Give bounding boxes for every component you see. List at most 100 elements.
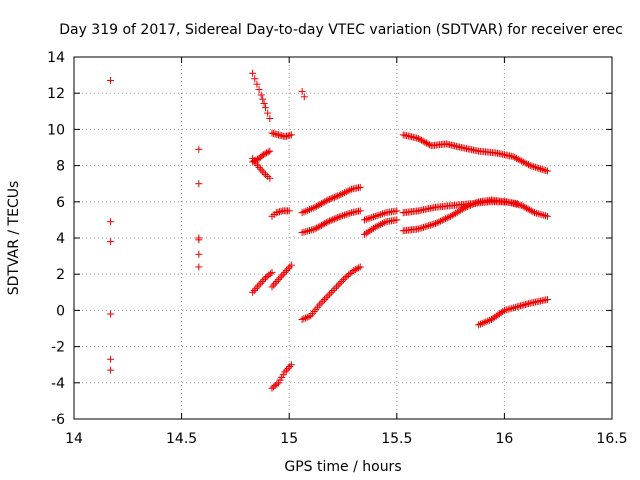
data-point: [333, 283, 341, 291]
data-point: [528, 162, 536, 170]
data-point: [393, 207, 401, 215]
data-point: [311, 225, 319, 233]
data-point: [255, 86, 263, 94]
data-point: [364, 215, 372, 223]
data-point: [529, 208, 537, 216]
data-point: [339, 190, 347, 198]
data-point: [353, 265, 361, 273]
data-point: [257, 279, 265, 287]
data-point: [258, 167, 266, 175]
y-tick-label: 2: [56, 267, 65, 283]
data-point: [305, 227, 313, 235]
data-point: [346, 269, 354, 277]
data-point: [271, 279, 279, 287]
data-point: [416, 135, 424, 143]
data-point: [369, 213, 377, 221]
y-tick-label: -6: [51, 412, 65, 428]
data-point: [313, 224, 321, 232]
data-point: [514, 155, 522, 163]
data-point: [317, 200, 325, 208]
data-point: [266, 270, 274, 278]
data-point: [340, 211, 348, 219]
data-point: [195, 145, 203, 153]
data-point: [278, 272, 286, 280]
data-point: [371, 212, 379, 220]
data-point: [435, 218, 443, 226]
data-point: [521, 159, 529, 167]
data-point: [443, 214, 451, 222]
data-point: [287, 261, 295, 269]
data-point: [467, 201, 475, 209]
data-point: [522, 204, 530, 212]
data-point: [342, 188, 350, 196]
data-point: [460, 204, 468, 212]
data-point: [419, 137, 427, 145]
data-point: [321, 198, 329, 206]
data-point: [266, 174, 274, 182]
data-point: [284, 364, 292, 372]
data-point: [368, 226, 376, 234]
data-point: [519, 158, 527, 166]
y-tick-label: 0: [56, 303, 65, 319]
data-point: [107, 310, 115, 318]
data-point: [511, 303, 519, 311]
data-point: [513, 200, 521, 208]
data-point: [543, 296, 551, 304]
data-point: [286, 363, 294, 371]
data-point: [268, 268, 276, 276]
data-point: [281, 268, 289, 276]
x-tick-label: 14.5: [166, 431, 197, 447]
data-point: [512, 154, 520, 162]
data-point: [531, 163, 539, 171]
y-axis-label: SDTVAR / TECUs: [6, 181, 22, 296]
data-point: [524, 205, 532, 213]
data-point: [437, 217, 445, 225]
data-point: [324, 292, 332, 300]
y-tick-label: -2: [51, 340, 65, 356]
data-point: [319, 220, 327, 228]
data-point: [336, 279, 344, 287]
data-point: [330, 193, 338, 201]
data-point: [377, 220, 385, 228]
data-point: [471, 199, 479, 207]
data-point: [285, 207, 293, 215]
data-point: [334, 214, 342, 222]
data-point: [320, 296, 328, 304]
data-point: [540, 166, 548, 174]
data-point: [462, 203, 470, 211]
data-point: [509, 153, 517, 161]
data-point: [195, 236, 203, 244]
data-point: [298, 87, 306, 95]
data-point: [260, 99, 268, 107]
data-point: [107, 238, 115, 246]
data-point: [526, 162, 534, 170]
data-point: [538, 165, 546, 173]
data-point: [440, 215, 448, 223]
data-point: [378, 220, 386, 228]
data-point: [286, 263, 294, 271]
data-point: [326, 290, 334, 298]
data-point: [518, 201, 526, 209]
data-point: [300, 315, 308, 323]
data-point: [334, 192, 342, 200]
data-point: [366, 227, 374, 235]
data-point: [371, 223, 379, 231]
data-point: [375, 221, 383, 229]
x-axis-label: GPS time / hours: [284, 459, 401, 475]
data-point: [516, 156, 524, 164]
data-point: [344, 210, 352, 218]
data-point: [432, 220, 440, 228]
data-point: [380, 209, 388, 217]
data-point: [337, 212, 345, 220]
grid-lines: [74, 57, 612, 419]
data-point: [511, 153, 519, 161]
data-point: [339, 212, 347, 220]
data-point: [422, 139, 430, 147]
data-point: [519, 202, 527, 210]
data-point: [438, 216, 446, 224]
data-point: [266, 147, 274, 155]
data-point: [314, 201, 322, 209]
y-tick-label: -4: [51, 376, 65, 392]
data-point: [321, 220, 329, 228]
